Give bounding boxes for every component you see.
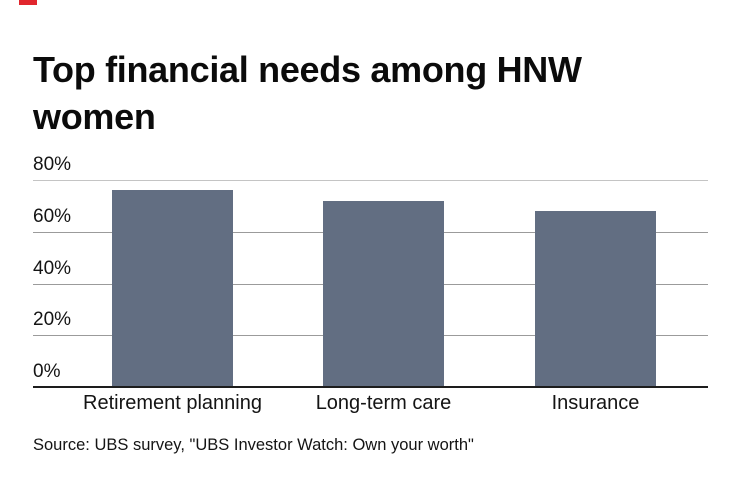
- x-category-label: Insurance: [551, 392, 640, 414]
- y-tick-label: 60%: [33, 206, 72, 227]
- x-category-label: Retirement planning: [83, 392, 262, 414]
- y-tick-label: 40%: [33, 258, 72, 279]
- y-tick-label: 80%: [33, 154, 72, 175]
- brand-accent-dash: [19, 0, 37, 5]
- y-tick-label: 0%: [33, 361, 61, 382]
- bar-long-term-care: [323, 201, 444, 387]
- bar-insurance: [535, 211, 656, 387]
- source-attribution: Source: UBS survey, "UBS Investor Watch:…: [33, 436, 474, 454]
- x-axis-baseline: [33, 386, 708, 388]
- y-gridline: [33, 180, 708, 181]
- y-tick-label: 20%: [33, 309, 72, 330]
- x-category-label: Long-term care: [315, 392, 452, 414]
- chart-title: Top financial needs among HNW women: [33, 49, 582, 138]
- bar-retirement-planning: [112, 190, 233, 387]
- plot-area: 0% 20% 40% 60% 80% Retirement planning Long-te…: [33, 154, 708, 414]
